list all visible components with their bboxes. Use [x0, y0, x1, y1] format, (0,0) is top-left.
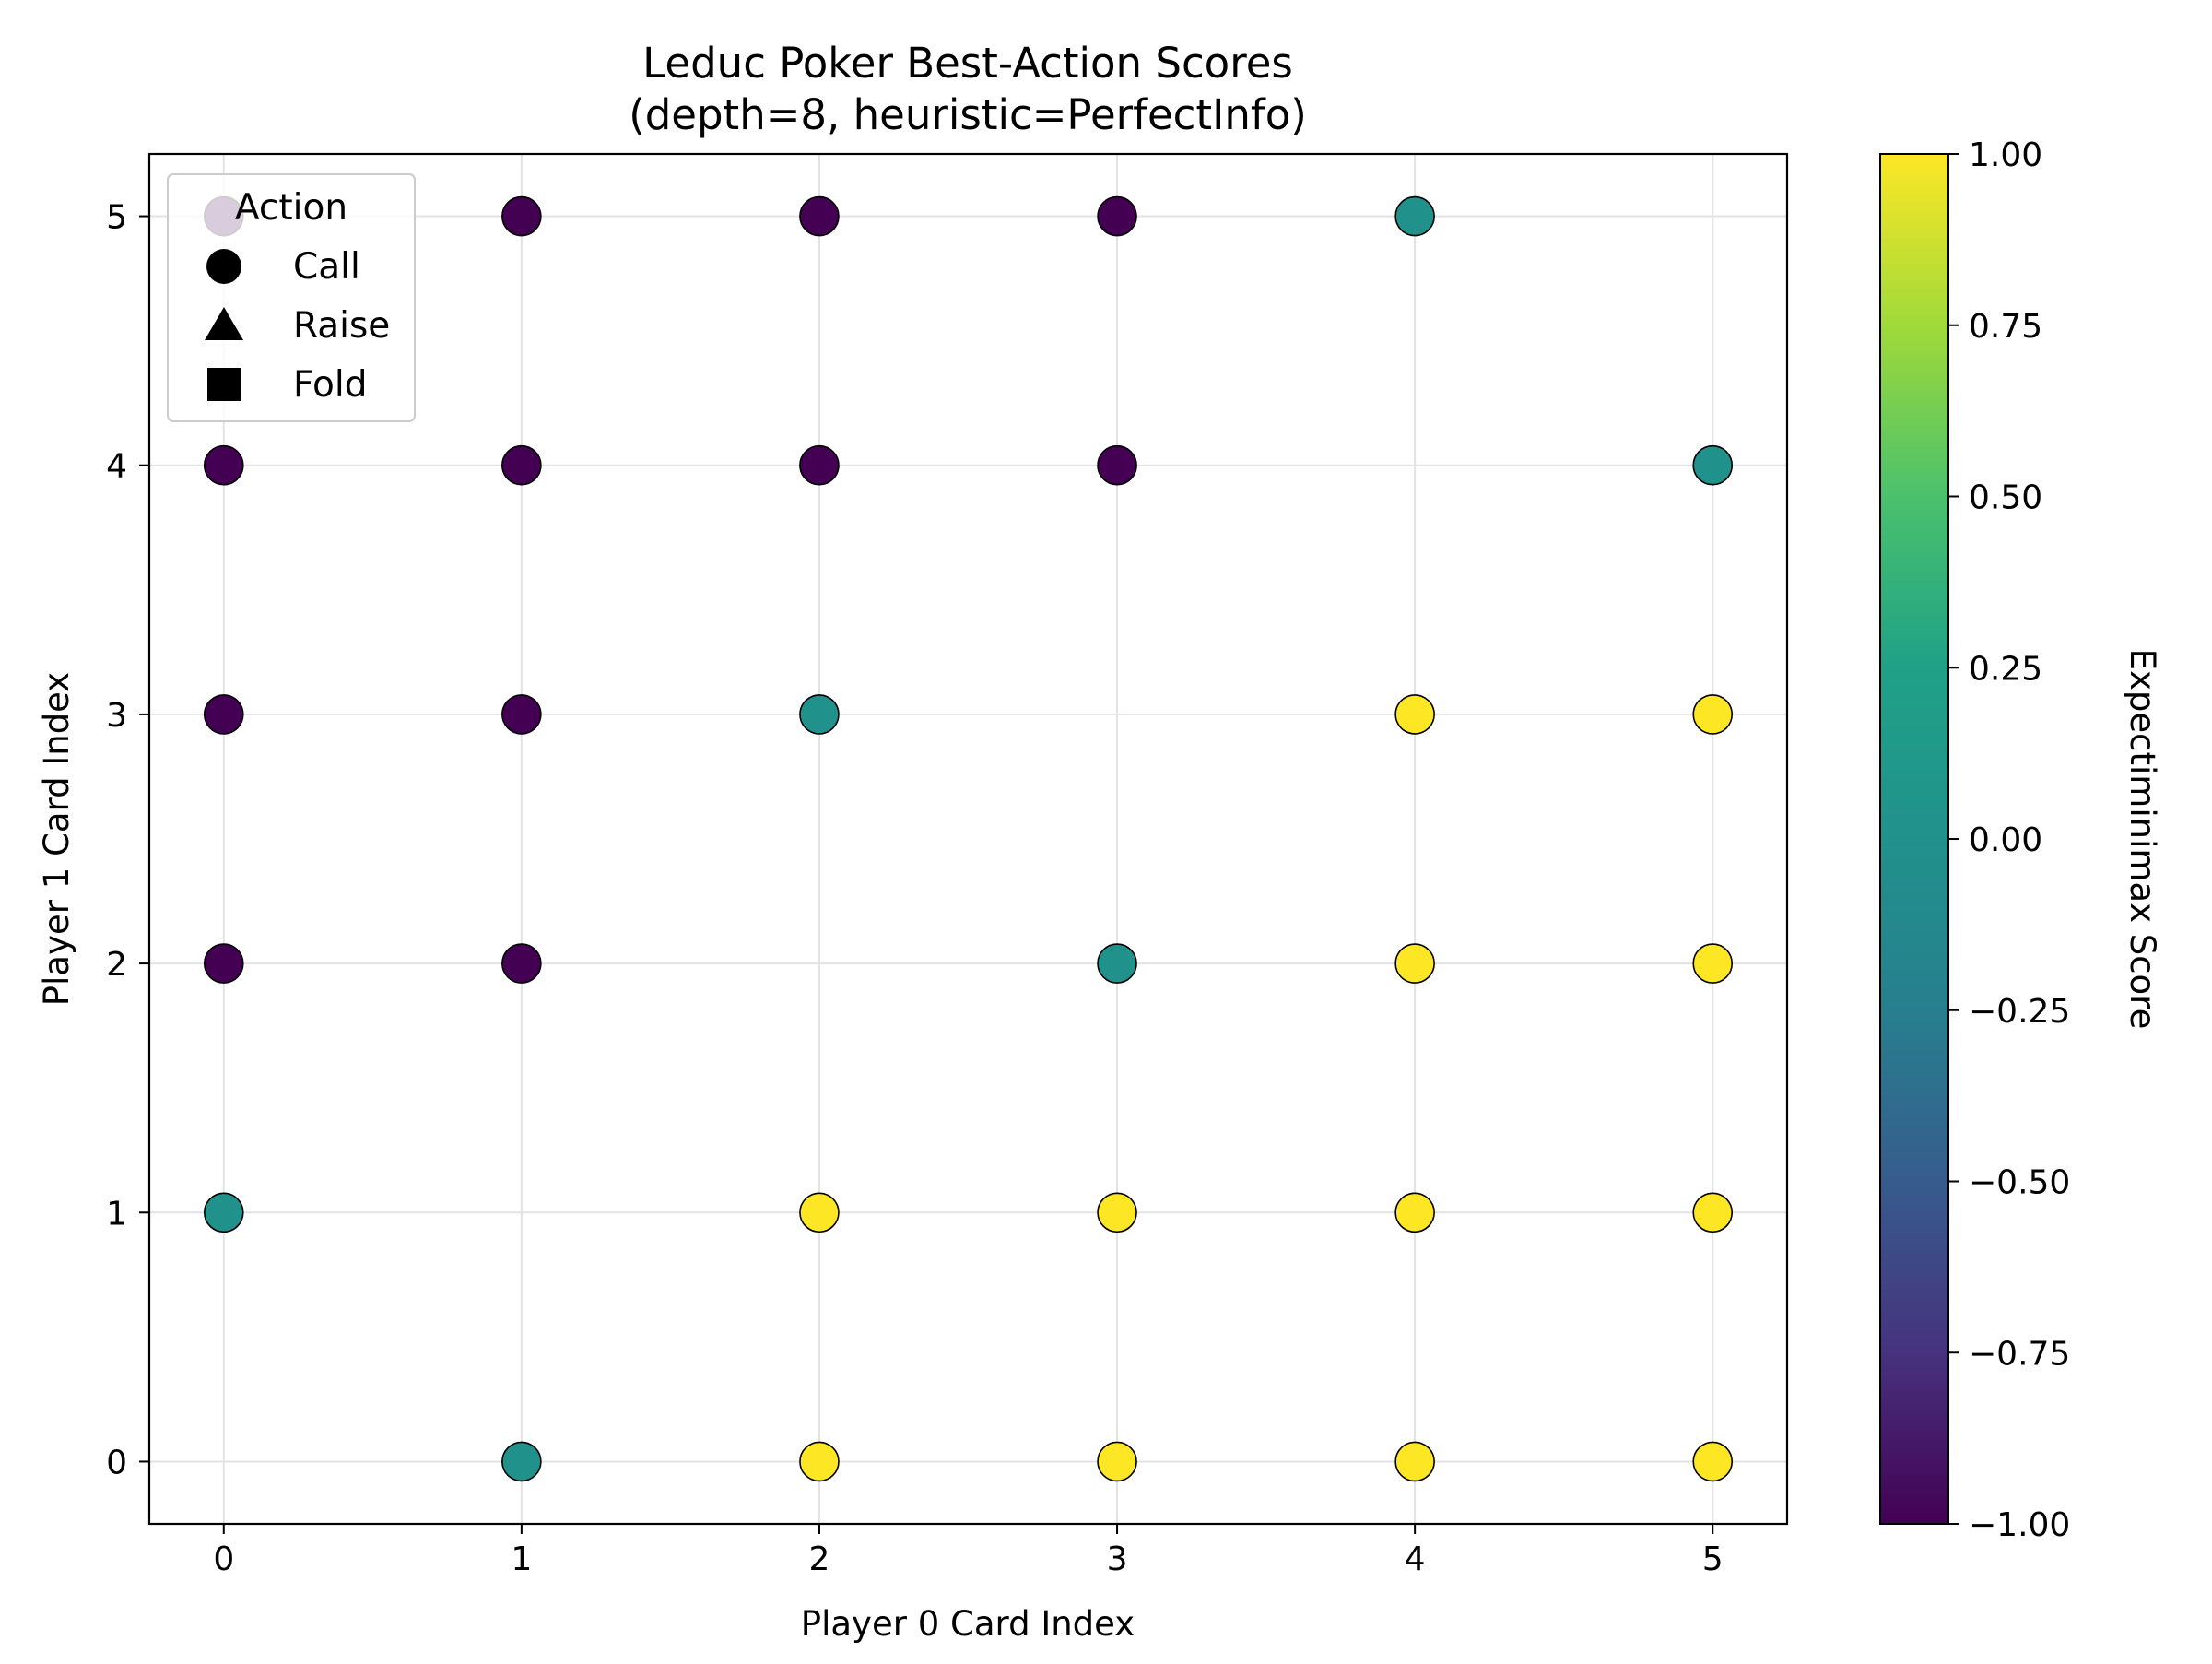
y-tick-label: 0	[106, 1444, 127, 1481]
data-point	[501, 1441, 542, 1482]
data-point	[501, 694, 542, 735]
legend-fold-icon	[207, 368, 241, 401]
x-tick-label: 4	[1405, 1540, 1426, 1578]
data-point	[203, 943, 244, 984]
data-point	[1097, 1192, 1137, 1233]
data-point	[1692, 694, 1734, 735]
colorbar-tick-label: −0.25	[1969, 993, 2070, 1031]
legend-box	[167, 173, 416, 422]
data-point	[799, 1192, 840, 1233]
colorbar-tick-label: −1.00	[1969, 1506, 2070, 1544]
data-point	[1692, 943, 1734, 984]
y-tick-label: 2	[106, 946, 127, 984]
y-tick-label: 3	[106, 697, 127, 735]
data-point	[203, 1192, 244, 1233]
legend-label-raise: Raise	[293, 305, 390, 347]
legend-label-call: Call	[293, 246, 360, 288]
data-point	[799, 195, 840, 237]
colorbar-label: Expectiminimax Score	[2123, 649, 2162, 1030]
legend-raise-icon	[205, 307, 243, 340]
x-tick-label: 0	[213, 1540, 234, 1578]
legend-call-icon	[206, 249, 241, 284]
chart-title: Leduc Poker Best-Action Scores	[642, 39, 1293, 88]
x-tick-label: 2	[809, 1540, 830, 1578]
plot-frame	[147, 152, 1789, 1526]
colorbar-tick-label: 0.50	[1969, 479, 2042, 517]
colorbar-tick-label: −0.75	[1969, 1335, 2070, 1373]
data-point	[203, 694, 244, 735]
data-point	[1097, 444, 1137, 486]
data-point	[1394, 943, 1435, 984]
colorbar-tick-label: 1.00	[1969, 136, 2042, 174]
data-point	[799, 444, 840, 486]
data-point	[1097, 943, 1137, 984]
colorbar-tick-label: −0.50	[1969, 1164, 2070, 1202]
colorbar-tick-label: 0.75	[1969, 308, 2042, 346]
data-point	[1394, 1441, 1435, 1482]
x-tick-label: 3	[1107, 1540, 1128, 1578]
legend-label-fold: Fold	[293, 364, 368, 406]
x-tick-label: 5	[1702, 1540, 1724, 1578]
data-point	[501, 444, 542, 486]
y-tick-label: 4	[106, 448, 127, 486]
x-tick-label: 1	[511, 1540, 532, 1578]
axis-ticks: 0 1 2 3 4 5 0 1 2 3 4 5	[106, 199, 1724, 1578]
data-point	[501, 943, 542, 984]
colorbar-gradient	[1879, 153, 1949, 1525]
data-point	[1097, 1441, 1137, 1482]
data-point	[1394, 1192, 1435, 1233]
data-point	[203, 444, 244, 486]
colorbar: −1.00 −0.75 −0.50 −0.25 0.00 0.25 0.50 0.75 1.00…	[1879, 136, 2162, 1544]
legend: Action Call Raise Fold	[167, 173, 416, 422]
chart-subtitle: (depth=8, heuristic=PerfectInfo)	[629, 90, 1307, 139]
y-tick-label: 5	[106, 199, 127, 237]
data-point	[1692, 1192, 1734, 1233]
data-points	[203, 195, 1734, 1482]
data-point	[1692, 444, 1734, 486]
y-tick-label: 1	[106, 1195, 127, 1233]
colorbar-tick-label: 0.25	[1969, 650, 2042, 688]
data-point	[501, 195, 542, 237]
colorbar-tick-label: 0.00	[1969, 821, 2042, 859]
data-point	[1692, 1441, 1734, 1482]
data-point	[1097, 195, 1137, 237]
x-axis-label: Player 0 Card Index	[801, 1604, 1135, 1644]
data-point	[1394, 694, 1435, 735]
colorbar-ticks: −1.00 −0.75 −0.50 −0.25 0.00 0.25 0.50 0.75 1.00	[1948, 136, 2070, 1544]
grid-lines	[149, 154, 1787, 1524]
data-point	[799, 1441, 840, 1482]
data-point	[799, 694, 840, 735]
y-axis-label: Player 1 Card Index	[37, 672, 76, 1006]
data-point	[1394, 195, 1435, 237]
legend-title: Action	[235, 187, 347, 229]
